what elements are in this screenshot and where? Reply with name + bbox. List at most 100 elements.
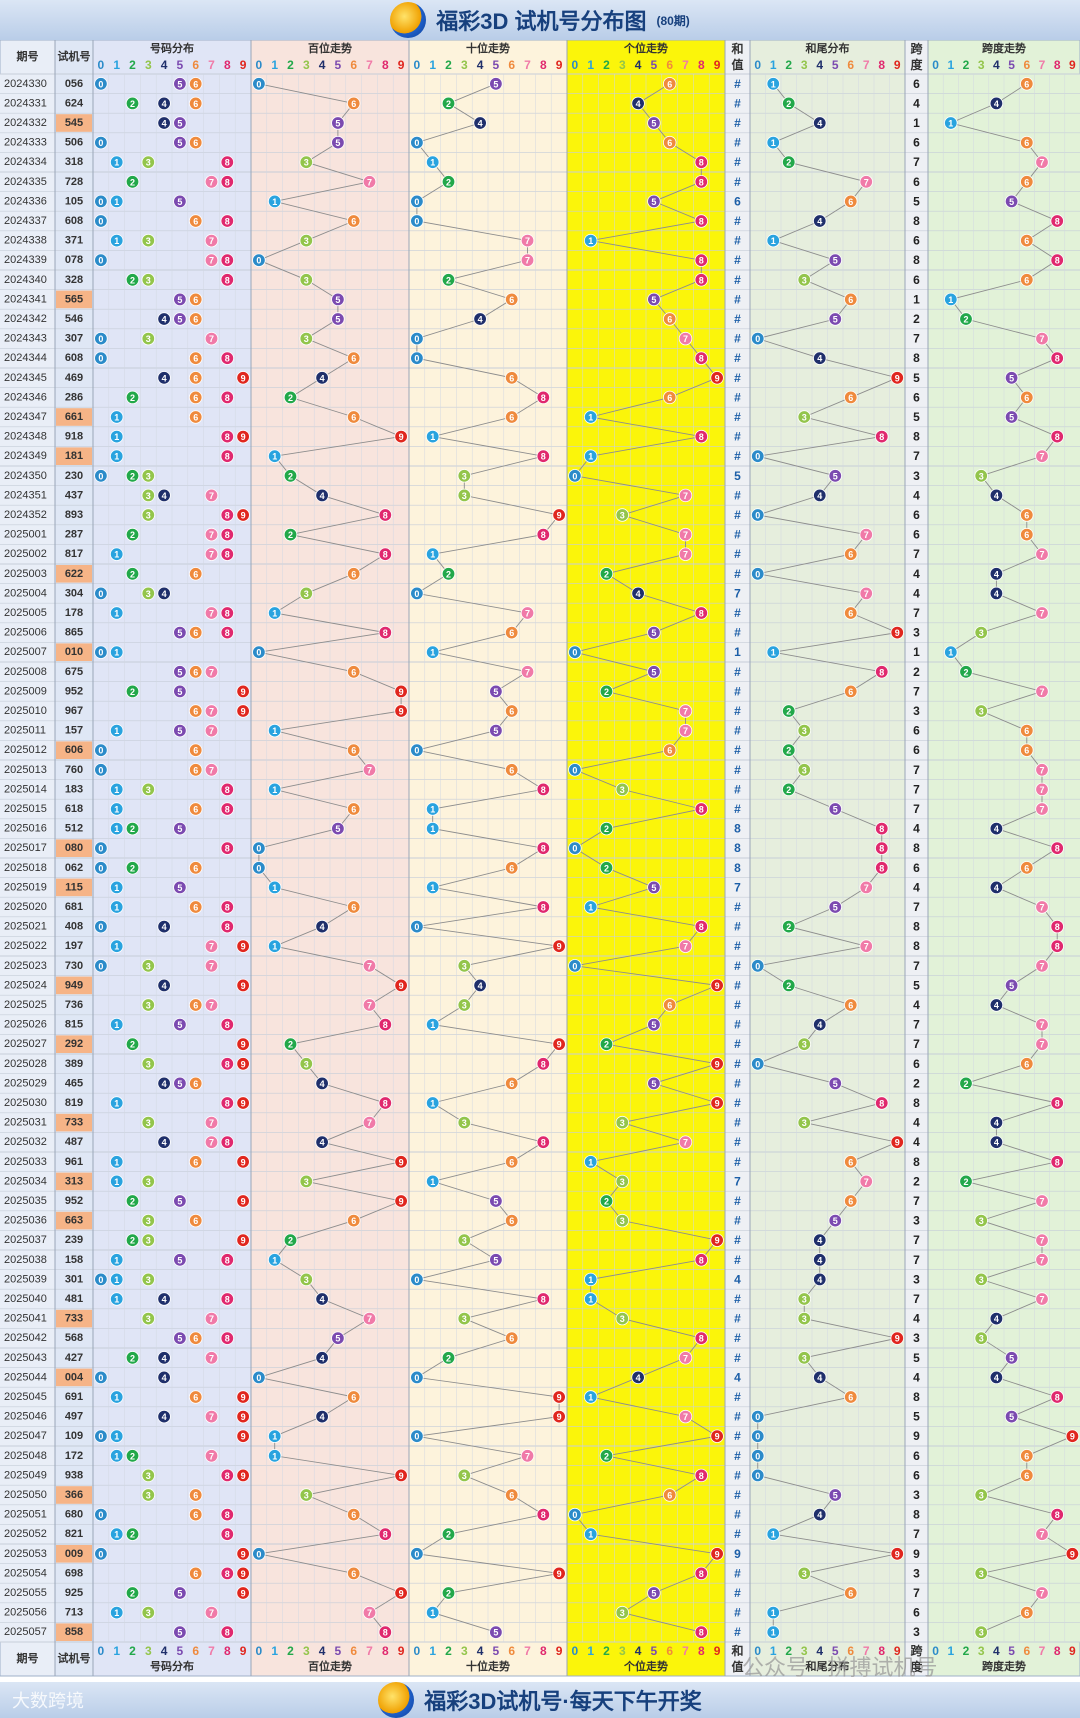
- digit-ball-label: 5: [651, 1079, 656, 1089]
- digit-ball-label: 4: [162, 119, 167, 129]
- digit-ball-label: 3: [304, 236, 309, 246]
- digit-ball-circle: [157, 1135, 171, 1149]
- units-ball: 2: [599, 861, 614, 875]
- tens-ball: 3: [457, 998, 472, 1012]
- digit-ball-circle: [204, 939, 219, 953]
- hundreds-ball: 9: [394, 1155, 408, 1169]
- digit-ball-label: 6: [667, 315, 672, 325]
- digit-ball-circle: [347, 96, 361, 111]
- units-digit-header-bottom: 5: [651, 1644, 658, 1658]
- digit-ball-circle: [236, 429, 250, 444]
- span-value-cell: 6: [913, 390, 920, 404]
- distribution-ball: 5: [173, 135, 187, 150]
- digit-ball-label: 7: [209, 609, 214, 619]
- span-value-cell: 7: [913, 1586, 920, 1600]
- hundreds-ball: 7: [362, 175, 377, 189]
- sum-tail-ball: 0: [751, 331, 765, 346]
- digit-ball-label: 3: [146, 1001, 151, 1011]
- digit-ball-circle: [394, 1155, 408, 1169]
- digit-ball-circle: [766, 1527, 780, 1541]
- digit-ball-label: 8: [225, 452, 230, 462]
- sum-value-cell: #: [734, 743, 741, 757]
- span-value-cell: 6: [913, 1057, 920, 1071]
- hundreds-digit-header-bottom: 7: [366, 1644, 373, 1658]
- units-ball: 8: [694, 1625, 709, 1639]
- period-cell: 2024333: [4, 137, 47, 149]
- digit-ball-label: 6: [351, 903, 356, 913]
- digit-ball-circle: [1035, 331, 1049, 346]
- distribution-ball: 4: [157, 1135, 171, 1149]
- digit-ball-label: 0: [256, 79, 261, 89]
- trial-number-cell: 109: [65, 1430, 83, 1442]
- digit-ball-label: 2: [446, 99, 451, 109]
- digit-ball-circle: [584, 1390, 598, 1404]
- digit-ball-label: 5: [177, 1589, 182, 1599]
- trial-number-cell: 661: [65, 411, 83, 423]
- span-ball: 2: [959, 1174, 973, 1189]
- digit-ball-label: 3: [802, 726, 807, 736]
- span-ball: 6: [1020, 1468, 1034, 1483]
- distribution-ball: 1: [109, 645, 124, 659]
- tens-ball: 8: [536, 1507, 551, 1522]
- digit-ball-circle: [1050, 214, 1064, 228]
- digit-ball-label: 5: [177, 1079, 182, 1089]
- period-cell: 2025015: [4, 803, 47, 815]
- digit-ball-label: 4: [817, 1510, 822, 1520]
- digit-ball-circle: [974, 1625, 988, 1639]
- digit-ball-label: 8: [541, 1510, 546, 1520]
- tens-digit-header-bottom: 9: [556, 1644, 563, 1658]
- period-cell: 2025056: [4, 1607, 47, 1619]
- span-trend-digit-header: 9: [1069, 58, 1076, 72]
- units-ball: 4: [631, 586, 645, 601]
- digit-ball-circle: [347, 1390, 361, 1404]
- span-value-cell: 7: [913, 1037, 920, 1051]
- digit-ball-label: 4: [162, 1295, 167, 1305]
- digit-ball-circle: [125, 684, 140, 699]
- span-value-cell: 4: [913, 586, 920, 600]
- period-cell: 2025030: [4, 1097, 47, 1109]
- digit-ball-label: 3: [146, 1059, 151, 1069]
- digit-ball-circle: [1020, 390, 1034, 405]
- digit-ball-label: 2: [288, 1040, 293, 1050]
- span-trend-digit-header-bottom: 9: [1069, 1644, 1076, 1658]
- digit-ball-label: 9: [399, 1471, 404, 1481]
- digit-ball-circle: [505, 763, 519, 777]
- units-ball: 0: [568, 1507, 582, 1522]
- period-cell: 2025018: [4, 862, 47, 874]
- sum-value-cell: #: [734, 1331, 741, 1345]
- sum-tail-ball: 9: [890, 1331, 904, 1345]
- digit-ball-circle: [751, 508, 765, 522]
- digit-ball-label: 1: [272, 1451, 277, 1461]
- digit-ball-circle: [315, 919, 329, 934]
- digit-ball-label: 6: [351, 1510, 356, 1520]
- distribution-ball: 3: [141, 1213, 156, 1228]
- sum-tail-ball: 8: [875, 841, 889, 855]
- hundreds-ball: 8: [378, 1096, 393, 1110]
- digit-ball-circle: [141, 959, 156, 973]
- digit-ball-label: 7: [209, 491, 214, 501]
- digit-ball-circle: [362, 1311, 377, 1326]
- period-cell: 2025057: [4, 1626, 47, 1638]
- tens-ball: 0: [410, 586, 424, 601]
- digit-ball-circle: [252, 645, 266, 659]
- digit-ball-circle: [663, 998, 677, 1012]
- distribution-ball: 6: [188, 1566, 203, 1581]
- tens-ball: 6: [505, 371, 519, 385]
- trial-number-cell: 938: [65, 1469, 83, 1481]
- digit-ball-circle: [94, 135, 108, 150]
- digit-ball-label: 3: [146, 158, 151, 168]
- digit-ball-label: 2: [130, 863, 135, 873]
- distribution-digit-header: 7: [208, 58, 215, 72]
- trial-number-cell: 181: [65, 450, 83, 462]
- distribution-ball: 8: [220, 449, 235, 463]
- digit-ball-circle: [268, 449, 282, 463]
- period-cell: 2025001: [4, 529, 47, 541]
- digit-ball-label: 2: [604, 824, 609, 834]
- span-ball: 8: [1050, 253, 1064, 267]
- span-ball: 6: [1020, 273, 1034, 287]
- digit-ball-circle: [283, 527, 298, 542]
- units-ball: 8: [694, 919, 709, 934]
- units-ball: 8: [694, 1331, 709, 1345]
- distribution-ball: 6: [188, 214, 203, 228]
- span-ball: 7: [1035, 1527, 1049, 1541]
